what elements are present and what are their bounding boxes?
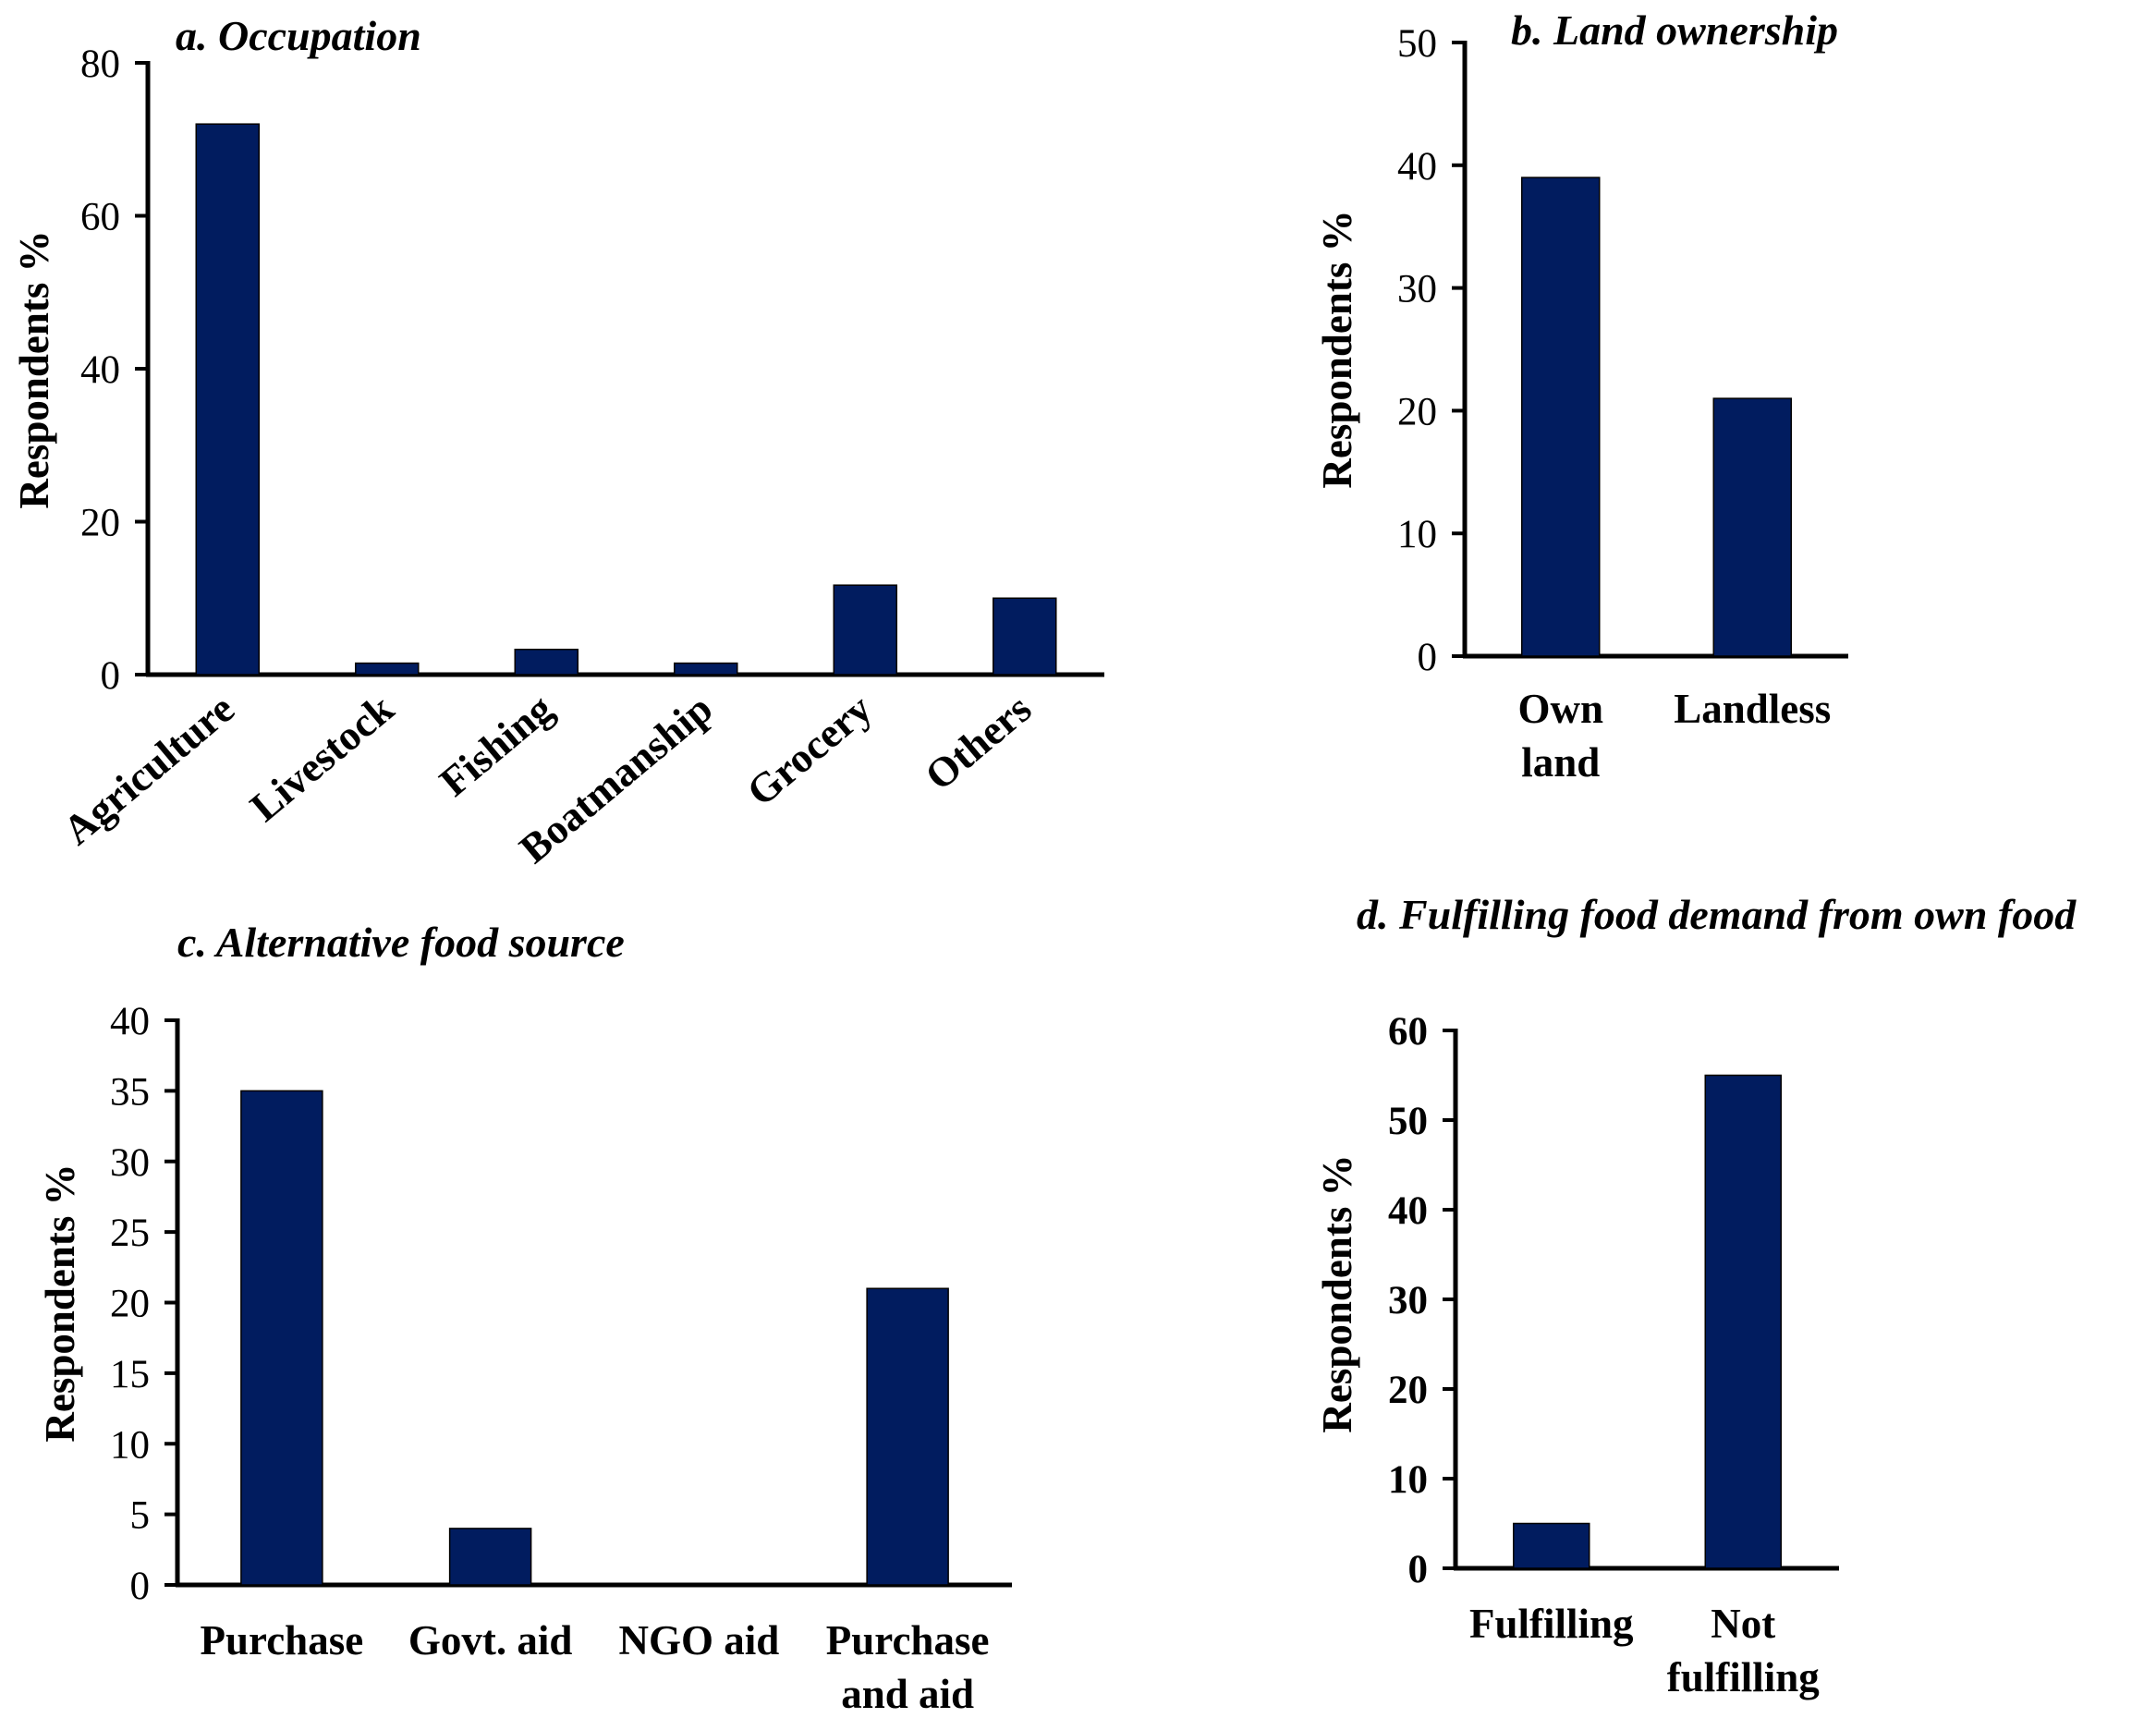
y-tick-label: 50 [1397, 22, 1437, 66]
bar-grocery [833, 584, 897, 676]
x-tick-label: Not fulfilling [1667, 1601, 1821, 1700]
x-tick-label: Own land [1517, 686, 1603, 786]
bar-fishing [514, 648, 579, 676]
x-tick-label: Fulfilling [1469, 1601, 1634, 1647]
y-tick-label: 20 [1397, 390, 1437, 433]
y-tick-label: 20 [80, 502, 120, 545]
bar-purchase [240, 1090, 323, 1586]
y-tick-label: 40 [110, 1000, 150, 1043]
y-tick-label: 40 [1397, 145, 1437, 189]
chart-a: a. Occupation Respondents % 0 20 40 60 80 Agric… [11, 12, 1104, 872]
bar-boatmanship [674, 662, 738, 676]
x-tick-label: NGO aid [618, 1617, 779, 1663]
y-tick-label: 5 [130, 1494, 151, 1538]
bar-govt-aid [448, 1528, 532, 1586]
chart-d: d. Fulfilling food demand from own food R… [1314, 891, 2077, 1700]
y-tick-label: 10 [1388, 1458, 1428, 1502]
y-tick-label: 80 [80, 43, 120, 86]
y-tick-label: 10 [110, 1423, 150, 1467]
y-tick-label: 30 [1397, 268, 1437, 311]
bar-purchase-and-aid [866, 1287, 949, 1586]
y-tick-label: 50 [1388, 1100, 1428, 1143]
x-tick-label: Livestock [241, 685, 402, 830]
bar-fulfilling [1513, 1522, 1590, 1569]
y-axis-label: Respondents % [1314, 210, 1360, 488]
x-tick-label: Purchase and aid [826, 1617, 990, 1717]
y-tick-label: 30 [110, 1141, 150, 1185]
y-tick-label: 15 [110, 1353, 150, 1396]
y-tick-label: 0 [130, 1565, 151, 1608]
y-tick-label: 0 [1408, 1548, 1429, 1591]
y-tick-label: 20 [1388, 1369, 1428, 1412]
y-tick-label: 40 [80, 348, 120, 392]
y-tick-label: 0 [1418, 636, 1438, 679]
x-tick-label: Grocery [738, 685, 881, 815]
y-axis-label: Respondents % [1314, 1154, 1360, 1432]
x-tick-label: Landless [1674, 686, 1831, 732]
chart-title: b. Land ownership [1511, 6, 1838, 54]
bar-agriculture [195, 123, 260, 676]
y-tick-label: 20 [110, 1283, 150, 1326]
bar-others [993, 597, 1057, 676]
x-tick-label: Purchase [201, 1617, 364, 1663]
y-tick-label: 25 [110, 1212, 150, 1255]
y-axis-label: Respondents % [11, 230, 57, 508]
bar-own-land [1521, 177, 1601, 657]
bar-landless [1712, 397, 1792, 657]
y-tick-label: 0 [101, 654, 121, 698]
bar-livestock [355, 662, 420, 676]
chart-b: b. Land ownership Respondents % 0 10 20 30 40 5… [1314, 6, 1848, 786]
chart-title: d. Fulfilling food demand from own food [1357, 891, 2077, 938]
y-tick-label: 30 [1388, 1279, 1428, 1322]
y-tick-label: 60 [1388, 1010, 1428, 1054]
y-tick-label: 40 [1388, 1189, 1428, 1233]
y-tick-label: 10 [1397, 513, 1437, 556]
x-tick-label: Fishing [431, 685, 562, 805]
x-tick-label: Others [917, 685, 1041, 798]
y-axis-label: Respondents % [37, 1164, 83, 1442]
chart-c: c. Alternative food source Respondents % 0… [37, 919, 1012, 1717]
x-tick-label: Govt. aid [408, 1617, 573, 1663]
y-tick-label: 35 [110, 1070, 150, 1114]
x-tick-label: Agriculture [55, 685, 243, 853]
y-tick-label: 60 [80, 196, 120, 239]
chart-title: c. Alternative food source [177, 919, 625, 966]
chart-title: a. Occupation [176, 12, 421, 59]
bar-not-fulfilling [1704, 1074, 1782, 1569]
